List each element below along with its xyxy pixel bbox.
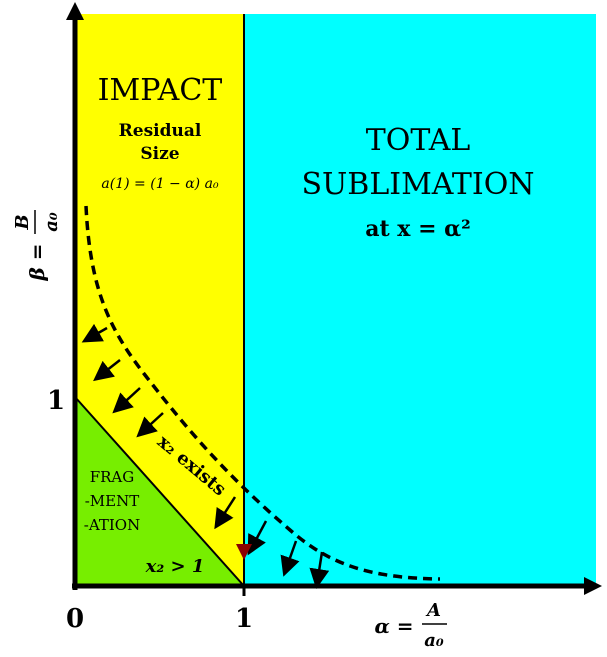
- x-axis-label: α = A a₀: [374, 600, 447, 651]
- arrow-icon: [93, 359, 121, 382]
- impact-formula: a(1) = (1 − α) a₀: [101, 176, 219, 192]
- arrow-icon: [136, 412, 164, 438]
- y-label-numerator: B: [12, 214, 33, 230]
- x-label-denominator: a₀: [424, 630, 444, 651]
- impact-subtitle-2: Size: [140, 144, 179, 164]
- y-axis-arrow-icon: [66, 2, 84, 20]
- impact-title: IMPACT: [98, 73, 223, 108]
- y-axis-label: β = B a₀: [12, 210, 62, 282]
- x-label-numerator: A: [425, 600, 441, 621]
- impact-subtitle-1: Residual: [119, 121, 202, 141]
- x-axis-arrow-icon: [584, 577, 602, 595]
- x-label-left: α =: [374, 614, 413, 638]
- fragmentation-line-3: -ATION: [84, 516, 140, 534]
- fragmentation-line-2: -MENT: [85, 492, 140, 510]
- y-label-left: β =: [25, 243, 49, 281]
- y-label-denominator: a₀: [41, 212, 62, 232]
- fragmentation-boundary: [74, 396, 245, 587]
- inward-arrows: [81, 323, 330, 589]
- arrow-icon: [112, 387, 141, 414]
- sublimation-title-2: SUBLIMATION: [301, 167, 534, 202]
- arrow-icon: [247, 520, 268, 556]
- arrow-icon: [81, 323, 108, 343]
- arrow-icon: [214, 496, 237, 530]
- arrow-icon: [280, 540, 300, 577]
- fragmentation-line-1: FRAG: [90, 468, 135, 486]
- tick-x-1: 1: [235, 604, 253, 634]
- arrow-icon: [309, 551, 330, 589]
- tick-y-1: 1: [47, 386, 65, 416]
- sublimation-title-1: TOTAL: [366, 123, 471, 158]
- sublimation-formula: at x = α²: [365, 216, 471, 242]
- tick-origin: 0: [66, 604, 84, 634]
- fragmentation-condition: x₂ > 1: [145, 556, 205, 577]
- sublimation-region: [244, 14, 596, 586]
